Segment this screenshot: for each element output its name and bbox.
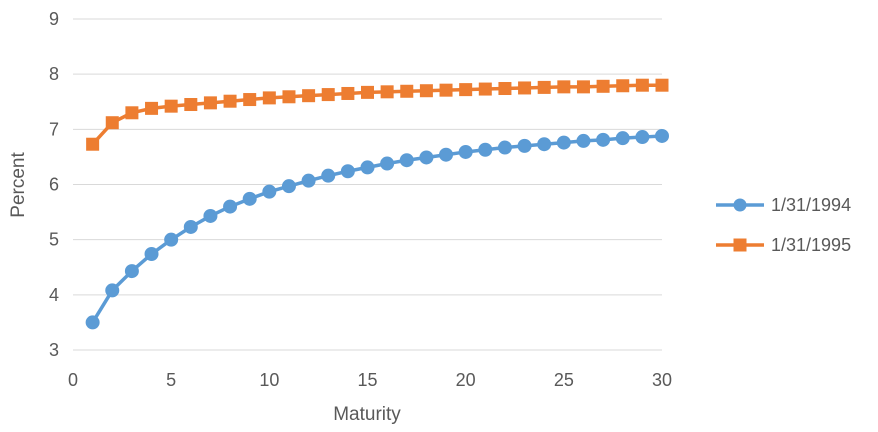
data-point [262,184,277,199]
data-point [537,80,551,94]
data-point [281,179,296,194]
data-point [105,116,119,130]
data-point [203,208,218,223]
legend-item-1: 1/31/1994 [716,195,851,215]
grid-lines [73,18,662,351]
legend-marker-circle [733,198,747,212]
data-point [458,144,473,159]
data-point [517,138,532,153]
x-tick-label: 20 [456,370,476,390]
data-point [282,90,296,104]
data-point [478,142,493,157]
x-tick-label: 25 [554,370,574,390]
series-group [85,78,669,330]
data-point [556,135,571,150]
data-point [223,199,238,214]
data-point [105,283,120,298]
series-2 [86,78,669,151]
data-point [380,85,394,99]
y-axis-ticks: 3 4 5 6 7 8 9 [49,9,59,360]
y-tick-label: 8 [49,64,59,84]
data-point [360,160,375,175]
data-point [125,106,139,120]
data-point [419,150,434,165]
y-tick-label: 7 [49,119,59,139]
y-tick-label: 4 [49,285,59,305]
x-tick-label: 5 [166,370,176,390]
x-tick-label: 10 [259,370,279,390]
data-point [301,173,316,188]
data-point [341,86,355,100]
legend: 1/31/1994 1/31/1995 [716,195,851,255]
legend-item-2: 1/31/1995 [716,235,851,255]
y-axis-title: Percent [8,152,29,218]
data-point [459,83,473,97]
data-point [145,101,159,115]
x-tick-label: 15 [357,370,377,390]
x-axis-title: Maturity [333,404,401,425]
data-point [361,85,374,99]
data-point [262,91,276,105]
data-point [419,84,433,98]
data-point [203,96,217,110]
data-point [380,156,395,171]
data-point [655,78,669,92]
data-point [576,133,591,148]
data-point [576,80,590,94]
data-point [184,98,198,112]
data-point [124,264,139,279]
data-point [498,82,512,96]
legend-label: 1/31/1994 [771,195,851,215]
data-point [183,219,198,234]
legend-label: 1/31/1995 [771,235,851,255]
data-point [85,315,100,330]
data-point [635,78,649,92]
x-tick-label: 0 [68,370,78,390]
data-point [537,137,552,152]
data-point [302,89,316,103]
y-tick-label: 5 [49,230,59,250]
data-point [164,99,178,113]
x-axis-ticks: 0 5 10 15 20 25 30 [68,370,672,390]
data-point [400,84,414,98]
data-point [615,131,630,146]
series-1 [85,128,669,330]
data-point [223,94,237,108]
data-point [439,83,453,97]
data-point [86,137,100,151]
data-point [616,79,630,93]
data-point [557,80,571,94]
data-point [497,140,512,155]
y-tick-label: 6 [49,175,59,195]
x-tick-label: 30 [652,370,672,390]
legend-marker-square [733,238,747,252]
data-point [518,81,532,95]
data-point [439,147,454,162]
data-point [655,128,669,143]
data-point [635,130,650,145]
data-point [321,168,336,183]
y-tick-label: 3 [49,340,59,360]
data-point [340,164,355,179]
data-point [144,247,159,262]
data-point [399,153,414,168]
y-tick-label: 9 [49,9,59,29]
data-point [478,82,492,96]
data-point [596,79,610,93]
data-point [242,191,257,206]
data-point [596,132,611,147]
data-point [164,232,179,247]
data-point [321,88,335,102]
series-line-2 [91,83,662,146]
data-point [243,93,257,107]
